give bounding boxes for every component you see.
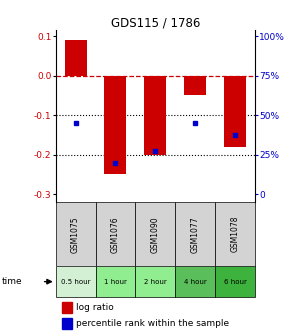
Bar [96, 266, 135, 297]
Title: GDS115 / 1786: GDS115 / 1786 [110, 16, 200, 29]
Bar [96, 202, 135, 266]
Bar [184, 76, 206, 95]
Bar [215, 266, 255, 297]
Bar [135, 202, 175, 266]
Text: GSM1078: GSM1078 [231, 216, 239, 252]
Text: GSM1075: GSM1075 [71, 216, 80, 253]
Text: GSM1077: GSM1077 [191, 216, 200, 253]
Bar [144, 76, 166, 155]
Bar [62, 318, 71, 329]
Bar [224, 76, 246, 147]
Text: 4 hour: 4 hour [184, 279, 207, 285]
Bar [56, 202, 96, 266]
Bar [135, 266, 175, 297]
Text: 0.5 hour: 0.5 hour [61, 279, 90, 285]
Bar [175, 266, 215, 297]
Bar [62, 302, 71, 313]
Text: percentile rank within the sample: percentile rank within the sample [76, 319, 229, 328]
Bar [215, 202, 255, 266]
Bar [56, 266, 96, 297]
Text: GSM1090: GSM1090 [151, 216, 160, 253]
Text: 1 hour: 1 hour [104, 279, 127, 285]
Text: 6 hour: 6 hour [224, 279, 246, 285]
Bar [105, 76, 126, 174]
Text: GSM1076: GSM1076 [111, 216, 120, 253]
Text: log ratio: log ratio [76, 303, 113, 312]
Bar [175, 202, 215, 266]
Text: time: time [1, 277, 22, 286]
Text: 2 hour: 2 hour [144, 279, 167, 285]
Bar [65, 40, 86, 76]
